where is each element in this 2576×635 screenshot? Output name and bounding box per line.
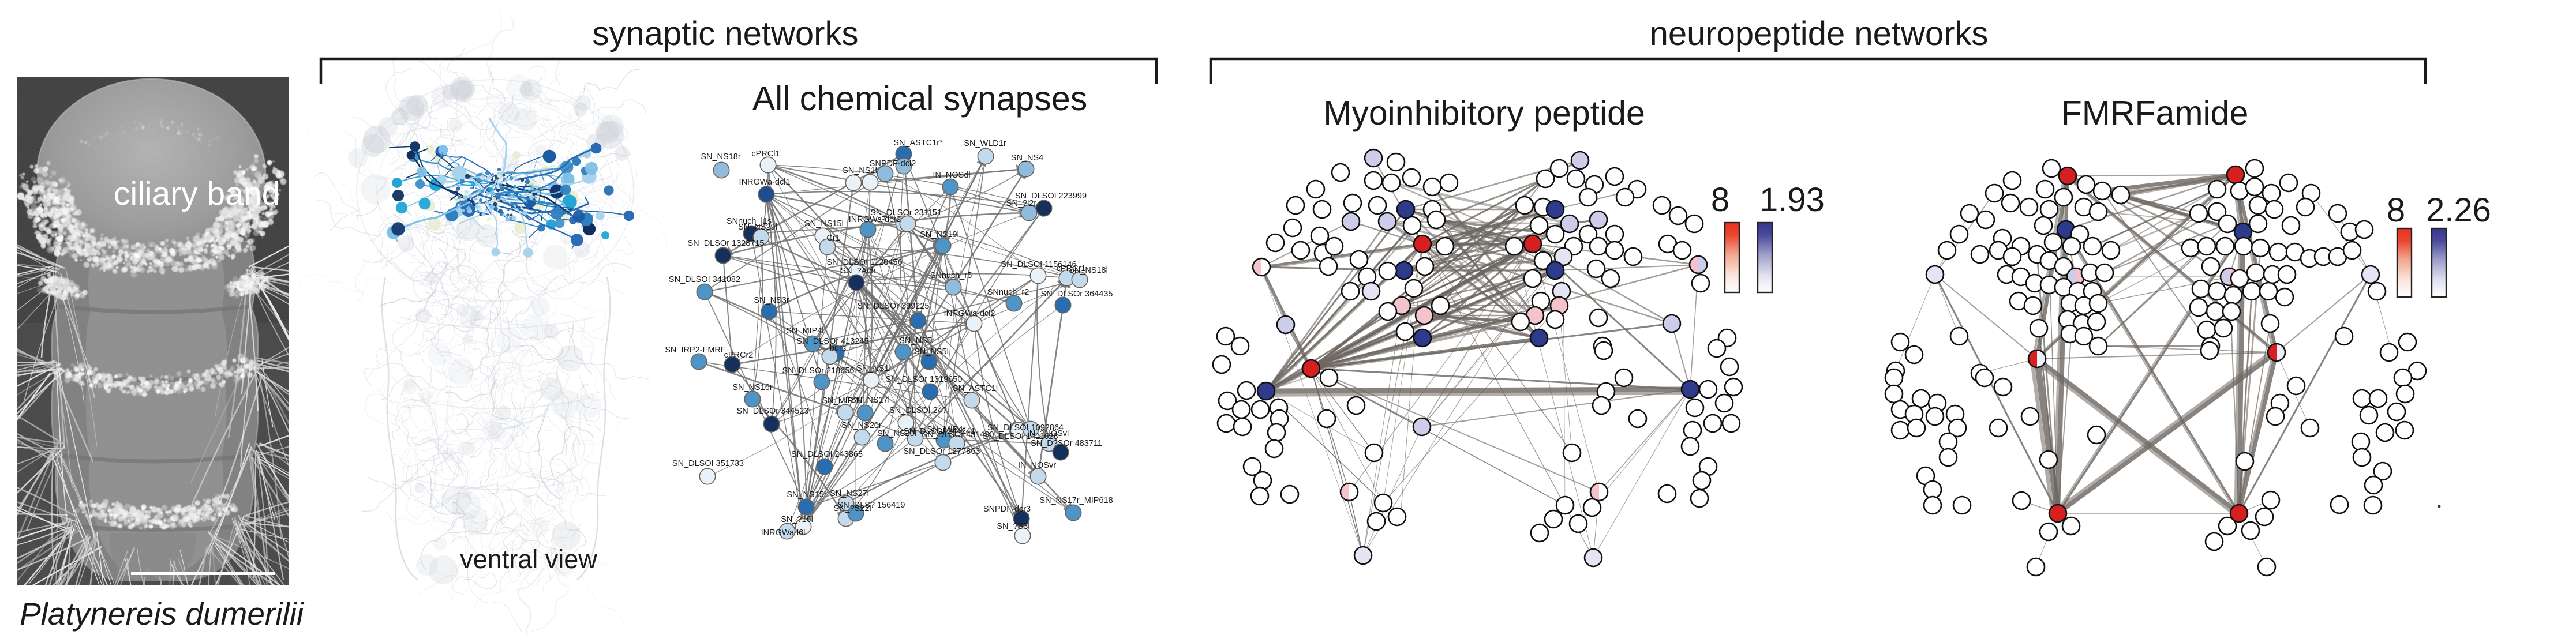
svg-text:SN_DLSOI 1120456: SN_DLSOI 1120456 xyxy=(826,258,902,267)
svg-text:All chemical synapses: All chemical synapses xyxy=(752,80,1087,118)
svg-text:SN_?Ach: SN_?Ach xyxy=(840,266,875,276)
svg-text:SN_NS20r: SN_NS20r xyxy=(841,421,881,430)
svg-text:SN_DLSOr 431490: SN_DLSOr 431490 xyxy=(922,430,994,439)
svg-text:SNnuch_r5: SNnuch_r5 xyxy=(930,271,972,280)
svg-text:SN_NS27l: SN_NS27l xyxy=(830,489,869,498)
svg-text:SNnuch_r2: SNnuch_r2 xyxy=(987,288,1029,297)
svg-text:SN_DLSOI 223999: SN_DLSOI 223999 xyxy=(1015,191,1087,201)
svg-text:SNPDF-dcl2: SNPDF-dcl2 xyxy=(870,159,916,168)
svg-text:SN_NS1l: SN_NS1l xyxy=(843,166,877,175)
svg-text:SN_?S22l: SN_?S22l xyxy=(833,504,871,513)
svg-text:SN_DLSOI 1411628: SN_DLSOI 1411628 xyxy=(982,432,1058,441)
svg-text:Myoinhibitory peptide: Myoinhibitory peptide xyxy=(1323,94,1645,132)
svg-text:SN_DLSOr 344523: SN_DLSOr 344523 xyxy=(737,407,809,416)
svg-text:SN_?16l: SN_?16l xyxy=(781,515,813,524)
svg-text:SN_NS16r: SN_NS16r xyxy=(732,383,772,392)
svg-text:SN_NS3r: SN_NS3r xyxy=(754,296,789,305)
svg-text:SNnuch_l1s: SNnuch_l1s xyxy=(727,217,772,226)
svg-text:SN_DLSOr 1277863: SN_DLSOr 1277863 xyxy=(904,447,980,456)
svg-text:Platynereis dumerilii: Platynereis dumerilii xyxy=(20,596,305,632)
svg-text:8: 8 xyxy=(2387,191,2405,229)
svg-text:SN_NS18r: SN_NS18r xyxy=(701,152,740,161)
svg-text:SN_NS4: SN_NS4 xyxy=(1011,153,1043,163)
svg-text:SN_D?SOr 483711: SN_D?SOr 483711 xyxy=(1031,439,1102,448)
svg-text:synaptic networks: synaptic networks xyxy=(593,15,859,52)
svg-text:INRGWa-dcr2: INRGWa-dcr2 xyxy=(849,215,901,224)
svg-text:SN_NS15l: SN_NS15l xyxy=(804,219,844,228)
svg-text:cPRCr2: cPRCr2 xyxy=(724,351,754,360)
svg-text:SN_DLSOI 244241: SN_DLSOI 244241 xyxy=(904,427,975,436)
svg-text:SN_NS29l: SN_NS29l xyxy=(738,223,777,232)
svg-text:cPRCl1: cPRCl1 xyxy=(751,149,780,159)
svg-text:SN_?l2r: SN_?l2r xyxy=(1006,199,1037,208)
svg-text:cPRCr1: cPRCr1 xyxy=(1057,264,1086,273)
svg-text:SN_NS19l: SN_NS19l xyxy=(920,230,959,239)
svg-text:SN_DLSOr 364435: SN_DLSOr 364435 xyxy=(1041,290,1113,299)
svg-text:Cr1: Cr1 xyxy=(826,234,840,243)
svg-text:SN_DLSOr 218656: SN_DLSOr 218656 xyxy=(782,366,855,375)
svg-text:IN_NOSvr: IN_NOSvr xyxy=(1018,461,1056,470)
svg-text:SN_DLSOr 1328715: SN_DLSOr 1328715 xyxy=(688,239,765,248)
svg-text:SN_MIP4r: SN_MIP4r xyxy=(927,425,966,434)
svg-text:SN_NS18l: SN_NS18l xyxy=(1069,266,1108,275)
svg-text:SN_DLSOI 351733: SN_DLSOI 351733 xyxy=(672,459,744,468)
svg-text:SN_DLSOr 413245: SN_DLSOr 413245 xyxy=(797,337,869,346)
svg-text:SN_NS20l: SN_NS20l xyxy=(877,429,916,438)
svg-text:SN_NS17l: SN_NS17l xyxy=(851,396,890,405)
svg-text:SN_DLSOI 1156146: SN_DLSOI 1156146 xyxy=(1001,260,1076,269)
svg-text:IN_?NOSvl: IN_?NOSvl xyxy=(1027,429,1069,438)
svg-text:INRGWa-dcl2: INRGWa-dcl2 xyxy=(944,309,995,318)
svg-text:SN_DLSOr 231151: SN_DLSOr 231151 xyxy=(870,208,942,217)
svg-text:SN_ASTC1r*: SN_ASTC1r* xyxy=(893,138,943,148)
svg-text:SN_MIP4l: SN_MIP4l xyxy=(786,326,823,336)
svg-text:SN_DLSOI 24?: SN_DLSOI 24? xyxy=(889,406,947,415)
svg-text:SN_IRP2-FMRF: SN_IRP2-FMRF xyxy=(665,345,726,355)
svg-text:2.26: 2.26 xyxy=(2426,191,2491,229)
svg-text:IN_NOSdl: IN_NOSdl xyxy=(933,171,970,180)
svg-text:SN_DLSOr 1319650: SN_DLSOr 1319650 xyxy=(886,375,963,384)
svg-text:SN_NS5l: SN_NS5l xyxy=(914,347,949,356)
svg-text:SN_?S3l: SN_?S3l xyxy=(997,522,1029,531)
svg-text:FMRFamide: FMRFamide xyxy=(2061,94,2249,132)
svg-text:SN_NS1l: SN_NS1l xyxy=(856,364,891,373)
svg-text:SN_DLSOI 1092864: SN_DLSOI 1092864 xyxy=(987,423,1064,433)
svg-text:SN_DLSOr 399225: SN_DLSOr 399225 xyxy=(858,302,930,311)
svg-text:1.93: 1.93 xyxy=(1759,181,1825,219)
svg-text:SN_MIP?l: SN_MIP?l xyxy=(822,396,859,405)
svg-text:SN_NS5r: SN_NS5r xyxy=(899,336,934,345)
svg-text:ciliary band: ciliary band xyxy=(114,175,280,212)
svg-text:SN_ASTC1l: SN_ASTC1l xyxy=(953,384,998,393)
svg-text:SN_DLSOI 243865: SN_DLSOI 243865 xyxy=(791,450,863,459)
svg-text:SN_DLS? 156419: SN_DLS? 156419 xyxy=(838,501,905,510)
svg-text:INRGWa-dcl1: INRGWa-dcl1 xyxy=(739,178,791,187)
svg-text:INRGWa-l6l: INRGWa-l6l xyxy=(761,528,806,538)
svg-text:SN_NS17r_MIP618: SN_NS17r_MIP618 xyxy=(1039,496,1113,505)
svg-text:8: 8 xyxy=(1711,181,1729,219)
svg-text:neuropeptide networks: neuropeptide networks xyxy=(1650,15,1989,52)
svg-text:SN_NS15r: SN_NS15r xyxy=(787,490,826,499)
svg-text:SNPDF-dcr3: SNPDF-dcr3 xyxy=(983,505,1031,514)
svg-text:SN_WLD1r: SN_WLD1r xyxy=(964,139,1006,148)
svg-text:burs: burs xyxy=(830,344,846,353)
svg-text:SN_DLSOI 341082: SN_DLSOI 341082 xyxy=(669,275,740,284)
svg-text:ventral view: ventral view xyxy=(460,544,597,574)
